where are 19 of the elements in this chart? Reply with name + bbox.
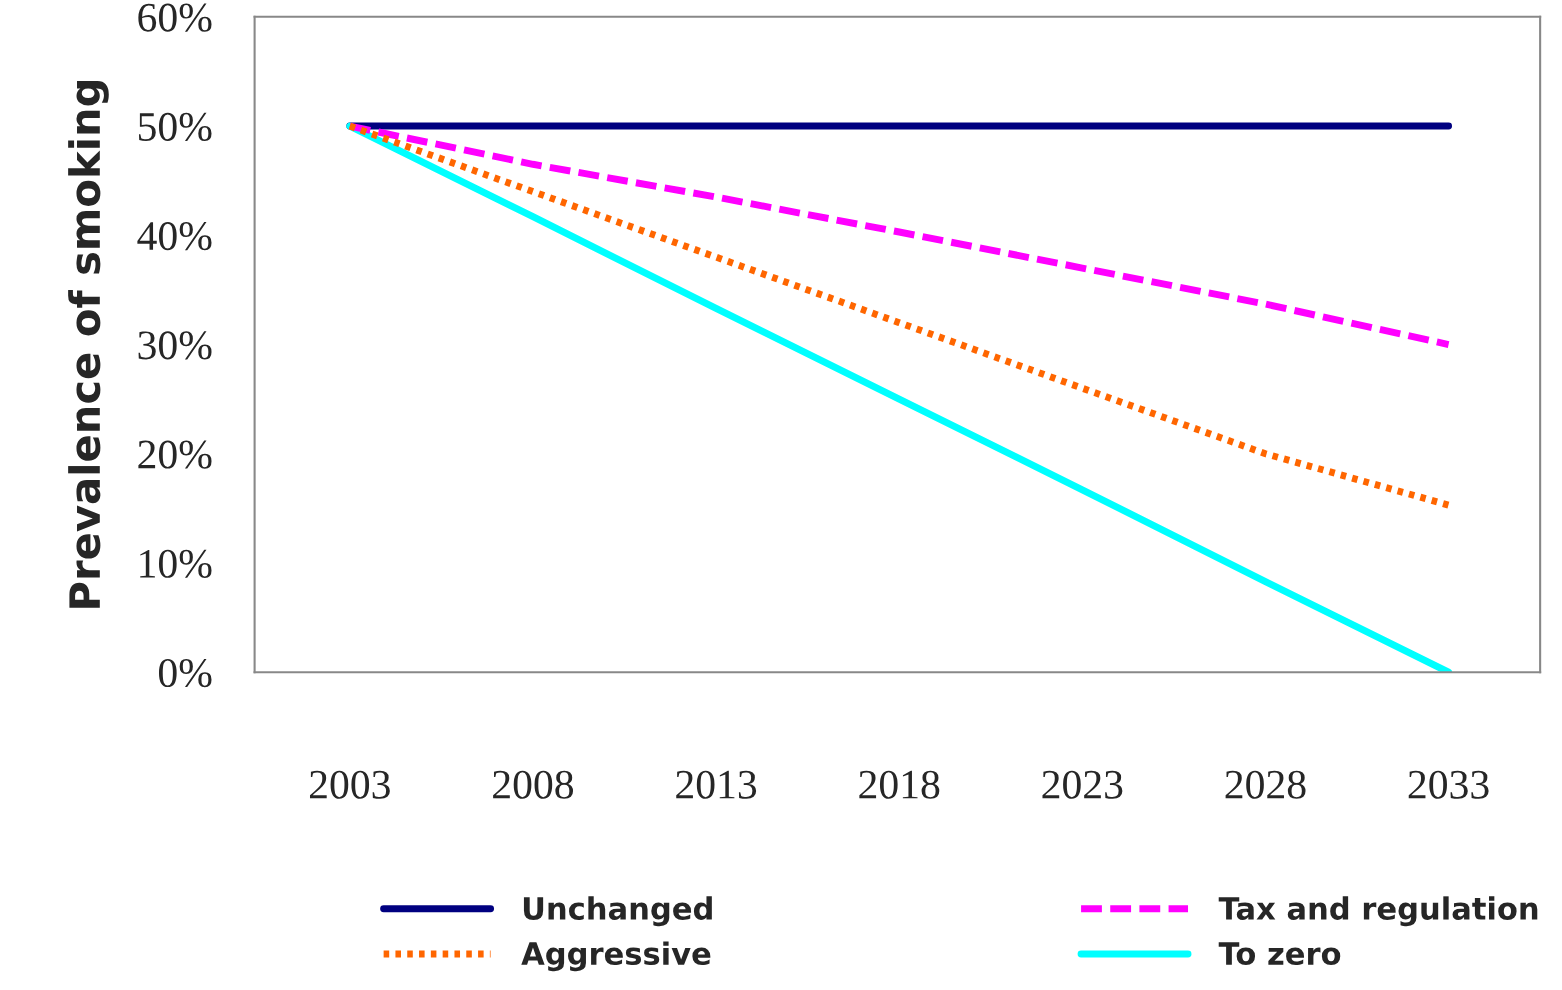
x-tick-label: 2023 bbox=[1042, 770, 1123, 799]
x-tick-label: 2003 bbox=[309, 770, 390, 799]
y-tick-label: 0% bbox=[158, 658, 212, 688]
legend-label: Unchanged bbox=[523, 896, 712, 927]
y-tick-label: 60% bbox=[138, 3, 212, 32]
x-tick-label: 2018 bbox=[859, 770, 940, 799]
x-tick-label: 2028 bbox=[1225, 770, 1306, 799]
x-tick-label: 2013 bbox=[676, 770, 757, 799]
legend-label: Tax and regulation bbox=[1218, 896, 1538, 927]
x-tick-label: 2033 bbox=[1408, 770, 1489, 799]
y-tick-label: 40% bbox=[137, 222, 212, 251]
y-tick-label: 30% bbox=[138, 331, 212, 360]
y-tick-label: 20% bbox=[138, 440, 212, 469]
x-tick-label: 2008 bbox=[493, 770, 574, 799]
legend-label: Aggressive bbox=[521, 941, 711, 972]
y-tick-label: 50% bbox=[138, 112, 212, 142]
y-axis-title: Prevalence of smoking bbox=[68, 81, 109, 608]
legend-label: To zero bbox=[1218, 942, 1341, 966]
y-tick-label: 10% bbox=[140, 549, 212, 578]
